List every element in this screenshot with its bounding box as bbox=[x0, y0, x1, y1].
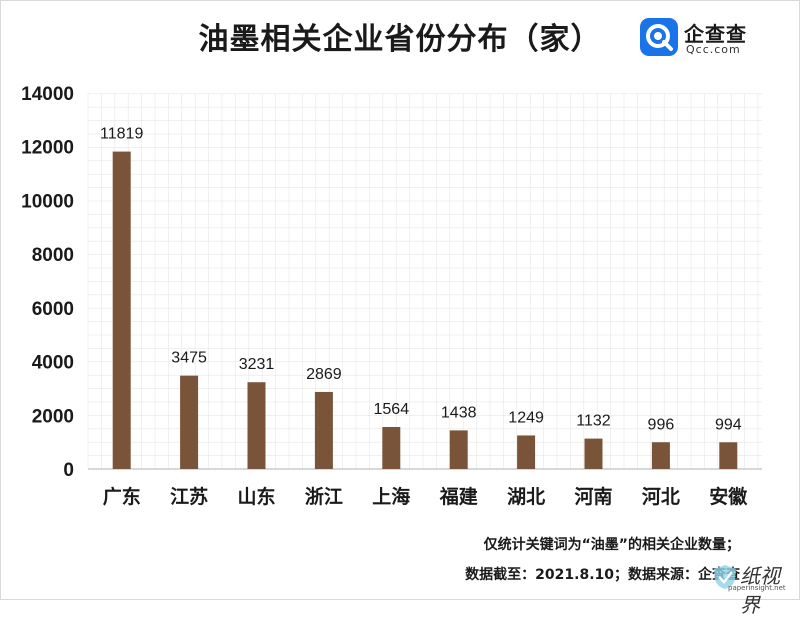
bar bbox=[180, 375, 199, 469]
bar-value-label: 2869 bbox=[306, 366, 342, 383]
bar bbox=[112, 151, 131, 469]
y-tick-label: 8000 bbox=[32, 245, 74, 266]
bar bbox=[651, 442, 670, 469]
bar bbox=[382, 426, 401, 469]
qcc-logo-icon bbox=[640, 18, 678, 56]
x-category-label: 河南 bbox=[574, 486, 612, 508]
x-category-label: 浙江 bbox=[305, 485, 343, 508]
note-source: 数据截至：2021.8.10；数据来源：企查查 bbox=[465, 567, 740, 583]
note-scope: 仅统计关键词为“油墨”的相关企业数量； bbox=[483, 537, 740, 553]
chart-title: 油墨相关企业省份分布（家） bbox=[198, 22, 602, 57]
bar-chart: 0 2000 4000 6000 8000 10000 12000 14000 11819 广东 3… bbox=[21, 84, 762, 508]
y-tick-label: 0 bbox=[63, 460, 74, 481]
bar-value-label: 3231 bbox=[239, 356, 275, 373]
y-tick-label: 6000 bbox=[32, 299, 74, 320]
bar-value-label: 3475 bbox=[171, 350, 207, 367]
bar bbox=[449, 430, 468, 469]
y-tick-label: 12000 bbox=[21, 138, 74, 159]
x-category-label: 上海 bbox=[372, 485, 410, 508]
watermark-sub: paperinsight.net bbox=[728, 584, 786, 592]
y-tick-label: 10000 bbox=[21, 191, 74, 212]
bar-value-label: 11819 bbox=[100, 126, 143, 143]
x-category-label: 山东 bbox=[237, 485, 275, 508]
bar-value-label: 994 bbox=[715, 416, 742, 433]
qcc-logo-domain: Qcc.com bbox=[686, 43, 741, 56]
bar bbox=[314, 391, 333, 469]
x-category-label: 湖北 bbox=[507, 486, 545, 508]
y-tick-label: 2000 bbox=[32, 406, 74, 427]
bar bbox=[584, 438, 603, 469]
bar bbox=[517, 435, 536, 469]
watermark-shield-icon bbox=[714, 565, 736, 589]
x-category-label: 广东 bbox=[103, 485, 141, 508]
bar bbox=[719, 442, 738, 469]
x-category-label: 安徽 bbox=[709, 485, 748, 508]
paperinsight-watermark: 纸视界 paperinsight.net bbox=[712, 560, 798, 617]
y-tick-label: 4000 bbox=[32, 353, 74, 374]
y-tick-label: 14000 bbox=[21, 84, 74, 105]
bar-value-label: 1249 bbox=[508, 409, 544, 426]
bar-value-label: 1132 bbox=[576, 413, 611, 430]
x-category-label: 福建 bbox=[439, 485, 478, 508]
bar-value-label: 996 bbox=[648, 416, 675, 433]
qcc-logo-name: 企查查 bbox=[684, 22, 747, 46]
x-category-label: 江苏 bbox=[170, 485, 208, 508]
bar-value-label: 1438 bbox=[441, 404, 477, 421]
bar bbox=[247, 382, 266, 469]
qcc-logo: 企查查 Qcc.com bbox=[640, 18, 790, 60]
x-category-label: 河北 bbox=[642, 486, 680, 508]
bar-value-label: 1564 bbox=[374, 401, 410, 418]
